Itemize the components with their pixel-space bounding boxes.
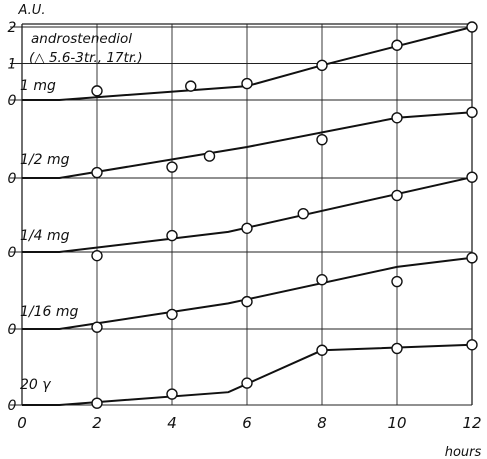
series-2-point-1 — [166, 229, 178, 242]
point-layer — [91, 21, 478, 409]
annotation-title-line-2: (△ 5.6-3tr., 17tr.) — [29, 50, 143, 66]
series-label-4: 20 γ — [20, 377, 51, 393]
panel-4-y-tick-0: 0 — [8, 398, 17, 414]
series-line-3 — [22, 256, 473, 330]
series-0-point-0 — [91, 85, 103, 97]
series-1-point-0 — [91, 166, 103, 179]
series-3-point-0 — [91, 321, 103, 333]
series-label-2: 1/4 mg — [20, 228, 70, 244]
series-1-point-3 — [316, 133, 328, 146]
series-line-2 — [22, 176, 473, 253]
x-tick-label-0: 0 — [17, 414, 27, 432]
panel-0-y-tick-2: 2 — [8, 20, 17, 36]
series-4-point-1 — [166, 388, 178, 400]
series-label-0: 1 mg — [20, 78, 56, 94]
series-4-point-4 — [391, 342, 403, 355]
x-unit-label: hours — [445, 445, 482, 459]
annotation-title-line-1: androstenediol — [31, 31, 132, 47]
series-0-point-4 — [391, 39, 403, 51]
series-2-point-3 — [297, 207, 309, 220]
series-label-1: 1/2 mg — [20, 152, 70, 168]
series-2-point-4 — [391, 189, 403, 202]
series-line-4 — [22, 343, 473, 406]
series-2-point-0 — [91, 249, 103, 262]
x-tick-label-12: 12 — [462, 414, 481, 432]
grid-layer — [10, 23, 473, 406]
series-2-point-2 — [241, 222, 253, 234]
series-1-point-2 — [203, 150, 216, 162]
series-line-1 — [22, 111, 473, 179]
series-4-point-3 — [316, 344, 328, 356]
series-1-point-1 — [166, 161, 178, 173]
series-0-point-5 — [466, 21, 478, 33]
x-tick-label-10: 10 — [387, 414, 406, 432]
series-4-point-0 — [91, 397, 103, 409]
x-tick-label-2: 2 — [92, 414, 102, 432]
x-tick-label-8: 8 — [317, 414, 327, 432]
series-label-3: 1/16 mg — [20, 304, 79, 320]
series-4-point-5 — [466, 339, 478, 351]
series-1-point-5 — [466, 106, 478, 119]
panel-1-y-tick-0: 0 — [8, 171, 17, 187]
series-3-point-5 — [466, 252, 478, 264]
panel-0-y-tick-0: 0 — [8, 93, 17, 109]
y-unit-label: A.U. — [18, 3, 46, 18]
series-2-point-5 — [466, 171, 478, 183]
series-1-point-4 — [391, 112, 403, 124]
series-0-point-2 — [241, 77, 253, 90]
series-3-point-1 — [166, 308, 178, 321]
panel-3-y-tick-0: 0 — [8, 322, 17, 338]
series-3-point-4 — [391, 275, 403, 288]
series-4-point-2 — [241, 377, 253, 389]
panel-0-y-tick-1: 1 — [8, 57, 17, 73]
series-3-point-2 — [241, 295, 253, 308]
label-layer: A.U. hours androstenediol (△ 5.6-3tr., 1… — [8, 3, 482, 459]
x-tick-label-6: 6 — [242, 414, 252, 432]
series-0-point-3 — [316, 59, 328, 72]
series-3-point-3 — [316, 274, 328, 286]
x-tick-label-4: 4 — [167, 414, 177, 432]
series-0-point-1 — [185, 80, 197, 92]
panel-2-y-tick-0: 0 — [8, 245, 17, 261]
